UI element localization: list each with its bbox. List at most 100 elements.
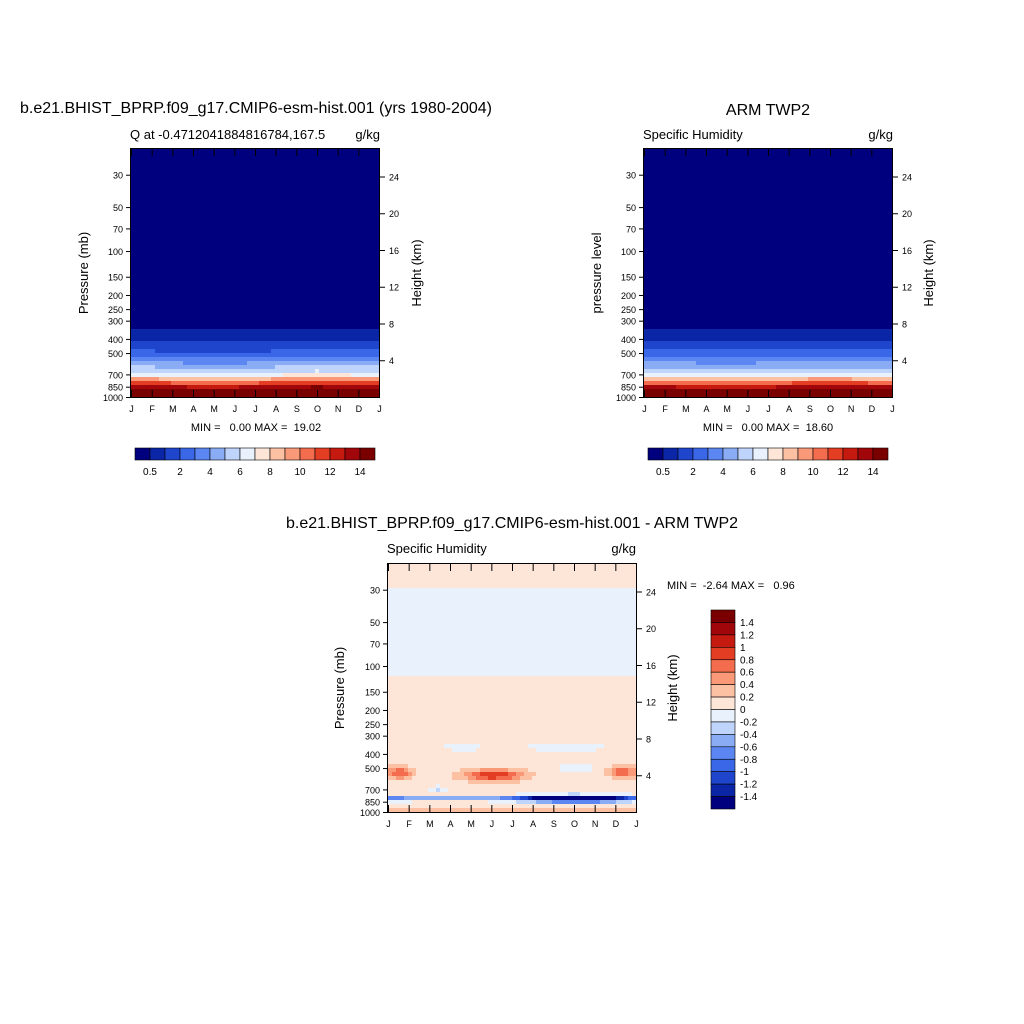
field-cell xyxy=(303,333,308,338)
field-cell xyxy=(848,197,853,202)
field-cell xyxy=(351,161,356,166)
field-cell xyxy=(231,385,236,390)
field-cell xyxy=(339,281,344,286)
field-cell xyxy=(267,345,272,350)
field-cell xyxy=(327,161,332,166)
field-cell xyxy=(139,253,144,258)
field-cell xyxy=(347,309,352,314)
field-cell xyxy=(155,301,160,306)
field-cell xyxy=(175,181,180,186)
field-cell xyxy=(211,301,216,306)
field-cell xyxy=(135,205,140,210)
field-cell xyxy=(143,337,148,342)
field-cell xyxy=(191,177,196,182)
field-cell xyxy=(888,193,893,198)
field-cell xyxy=(191,325,196,330)
field-cell xyxy=(159,301,164,306)
field-cell xyxy=(223,237,228,242)
field-cell xyxy=(299,289,304,294)
field-cell xyxy=(275,173,280,178)
field-cell xyxy=(251,161,256,166)
field-cell xyxy=(139,321,144,326)
field-cell xyxy=(243,241,248,246)
field-cell xyxy=(299,309,304,314)
field-cell xyxy=(864,161,869,166)
field-cell xyxy=(179,265,184,270)
field-cell xyxy=(151,161,156,166)
field-cell xyxy=(744,177,749,182)
field-cell xyxy=(163,305,168,310)
field-cell xyxy=(239,161,244,166)
field-cell xyxy=(375,185,380,190)
field-cell xyxy=(179,261,184,266)
field-cell xyxy=(315,269,320,274)
field-cell xyxy=(259,329,264,334)
field-cell xyxy=(804,205,809,210)
field-cell xyxy=(243,173,248,178)
field-cell xyxy=(351,229,356,234)
field-cell xyxy=(183,293,188,298)
field-cell xyxy=(247,249,252,254)
field-cell xyxy=(219,229,224,234)
field-cell xyxy=(203,257,208,262)
field-cell xyxy=(251,221,256,226)
field-cell xyxy=(195,229,200,234)
field-cell xyxy=(139,169,144,174)
field-cell xyxy=(788,197,793,202)
field-cell xyxy=(299,177,304,182)
field-cell xyxy=(888,153,893,158)
field-cell xyxy=(275,185,280,190)
field-cell xyxy=(692,169,697,174)
field-cell xyxy=(680,157,685,162)
field-cell xyxy=(251,217,256,222)
field-cell xyxy=(299,213,304,218)
field-cell xyxy=(844,197,849,202)
field-cell xyxy=(283,377,288,382)
panel-model: b.e21.BHIST_BPRP.f09_g17.CMIP6-esm-hist.… xyxy=(20,100,492,478)
field-cell xyxy=(800,209,805,214)
field-cell xyxy=(339,177,344,182)
field-cell xyxy=(351,353,356,358)
field-cell xyxy=(351,153,356,158)
field-cell xyxy=(764,209,769,214)
field-cell xyxy=(235,241,240,246)
field-cell xyxy=(203,269,208,274)
field-cell xyxy=(303,241,308,246)
field-cell xyxy=(251,361,256,366)
field-cell xyxy=(139,345,144,350)
field-cell xyxy=(796,201,801,206)
field-cell xyxy=(179,221,184,226)
field-cell xyxy=(147,161,152,166)
field-cell xyxy=(131,245,136,250)
field-cell xyxy=(327,213,332,218)
field-cell xyxy=(147,329,152,334)
field-cell xyxy=(367,253,372,258)
field-cell xyxy=(175,241,180,246)
field-cell xyxy=(335,285,340,290)
field-cell xyxy=(880,165,885,170)
field-cell xyxy=(315,229,320,234)
field-cell xyxy=(315,309,320,314)
field-cell xyxy=(295,265,300,270)
x-tick-label: M xyxy=(169,404,177,414)
field-cell xyxy=(319,197,324,202)
field-cell xyxy=(191,173,196,178)
field-cell xyxy=(243,301,248,306)
field-cell xyxy=(788,213,793,218)
field-cell xyxy=(167,333,172,338)
field-cell xyxy=(175,169,180,174)
field-cell xyxy=(139,233,144,238)
field-cell xyxy=(199,265,204,270)
field-cell xyxy=(199,261,204,266)
field-cell xyxy=(327,185,332,190)
field-cell xyxy=(864,157,869,162)
field-cell xyxy=(251,317,256,322)
field-cell xyxy=(259,185,264,190)
field-cell xyxy=(179,273,184,278)
field-cell xyxy=(287,269,292,274)
field-cell xyxy=(776,197,781,202)
field-cell xyxy=(868,189,873,194)
field-cell xyxy=(223,209,228,214)
field-cell xyxy=(768,205,773,210)
field-cell xyxy=(740,161,745,166)
